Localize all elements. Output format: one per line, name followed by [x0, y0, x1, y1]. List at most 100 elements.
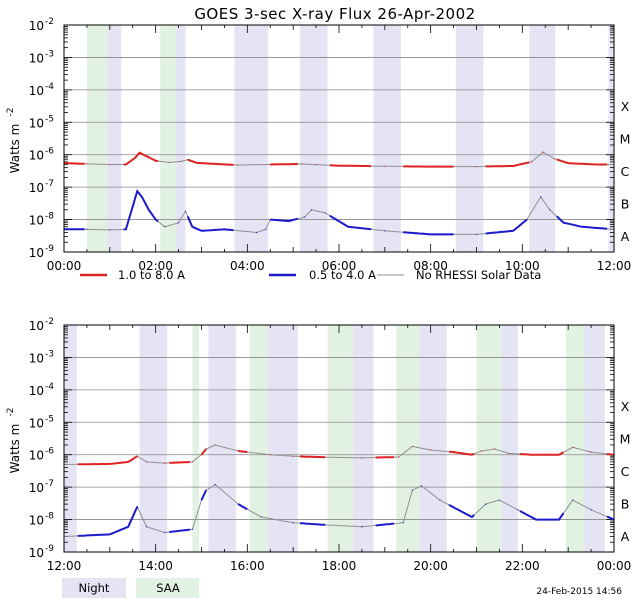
series-0-line	[63, 162, 85, 165]
series-1-point	[411, 489, 413, 491]
series-1-point	[265, 228, 267, 230]
series-1-point	[485, 503, 487, 505]
x-tick-label: 08:00	[413, 259, 448, 273]
flare-class-label: B	[621, 196, 630, 211]
x-tick-label: 20:00	[413, 559, 448, 573]
x-tick-label: 02:00	[138, 259, 173, 273]
flare-class-label: A	[621, 229, 630, 244]
y-tick-label-exp: -2	[45, 317, 54, 327]
series-1-point	[255, 231, 258, 234]
series-0-point	[338, 165, 340, 167]
series-1-point	[498, 499, 501, 501]
series-0-point	[127, 461, 129, 463]
series-1-line	[77, 506, 139, 537]
series-0-line	[200, 448, 207, 456]
y-tick-label-exp: -2	[45, 17, 54, 27]
series-0-point	[430, 166, 432, 168]
series-0-point	[553, 158, 556, 160]
series-0-point	[567, 162, 569, 164]
night-band	[584, 325, 605, 552]
series-1-point	[125, 228, 127, 230]
series-0-point	[134, 157, 136, 159]
x-tick-label: 00:00	[47, 259, 82, 273]
y-tick-label: 10	[29, 214, 44, 228]
series-0-point	[494, 448, 496, 450]
flare-class-label: X	[621, 399, 630, 414]
series-1-point	[420, 485, 423, 487]
x-tick-label: 04:00	[230, 259, 265, 273]
series-0-line	[123, 151, 159, 166]
series-1-line	[200, 489, 208, 501]
series-1-point	[148, 209, 150, 211]
y-tick-label-exp: -7	[45, 479, 54, 489]
saa-band	[565, 325, 585, 552]
legend-label-nodata: No RHESSI Solar Data	[416, 268, 541, 282]
series-1-point	[320, 523, 322, 526]
plot-frame	[63, 324, 615, 553]
saa-band	[249, 325, 268, 552]
series-1-point	[430, 233, 432, 235]
y-tick-label-exp: -5	[45, 414, 54, 424]
series-0-point	[86, 163, 88, 165]
night-band	[139, 325, 168, 552]
saa-band	[192, 325, 200, 552]
series-0-point	[155, 160, 157, 162]
night-band	[64, 325, 77, 552]
series-0-line	[169, 461, 191, 464]
series-0-point	[196, 162, 198, 164]
series-1-point	[191, 226, 193, 228]
y-tick-label: 10	[29, 351, 44, 365]
series-1-point	[581, 226, 583, 228]
series-1-line	[519, 510, 565, 521]
x-tick-label: 16:00	[230, 559, 265, 573]
series-1-line	[448, 504, 475, 519]
series-0-point	[191, 461, 193, 463]
series-0-point	[595, 163, 597, 166]
x-tick-label: 22:00	[505, 559, 540, 573]
series-1-point	[384, 230, 386, 232]
series-1-point	[402, 522, 404, 524]
night-band	[501, 325, 518, 552]
series-0-point	[480, 450, 482, 452]
series-1-line	[237, 503, 248, 511]
series-0-point	[214, 163, 216, 165]
flare-class-label: C	[621, 464, 630, 479]
series-0-point	[237, 164, 239, 166]
y-tick-label: 10	[29, 149, 44, 163]
night-band	[300, 25, 328, 252]
series-0-point	[292, 455, 294, 457]
series-1-line	[606, 515, 615, 521]
x-tick-label: 12:00	[597, 259, 632, 273]
series-1-point	[439, 499, 441, 501]
series-1-point	[129, 213, 132, 215]
series-1-point	[572, 499, 574, 501]
y-tick-label-exp: -5	[45, 114, 54, 124]
series-0-point	[507, 452, 510, 454]
night-legend-label: Night	[79, 581, 110, 595]
series-1-point	[260, 516, 262, 518]
y-tick-label: 10	[29, 51, 44, 65]
series-0-point	[590, 451, 592, 453]
y-tick-label: 10	[29, 319, 44, 333]
series-0-point	[512, 165, 514, 167]
series-1-point	[562, 222, 565, 224]
series-0-point	[200, 454, 203, 456]
y-tick-label: 10	[29, 19, 44, 33]
series-0-line	[485, 161, 530, 168]
x-tick-label: 12:00	[47, 559, 82, 573]
series-1-point	[164, 226, 166, 228]
night-band	[267, 325, 298, 552]
series-0-line	[77, 455, 138, 466]
series-0-point	[164, 462, 166, 464]
series-1-point	[269, 218, 271, 221]
x-tick-label: 14:00	[138, 559, 173, 573]
series-1-point	[145, 526, 148, 528]
series-0-point	[109, 163, 111, 166]
y-tick-label: 10	[29, 546, 44, 560]
series-1-line	[169, 528, 191, 533]
series-1-point	[184, 210, 187, 212]
night-band	[608, 25, 614, 252]
x-tick-label: 18:00	[322, 559, 357, 573]
series-1-point	[109, 229, 111, 231]
series-0-line	[299, 455, 326, 459]
